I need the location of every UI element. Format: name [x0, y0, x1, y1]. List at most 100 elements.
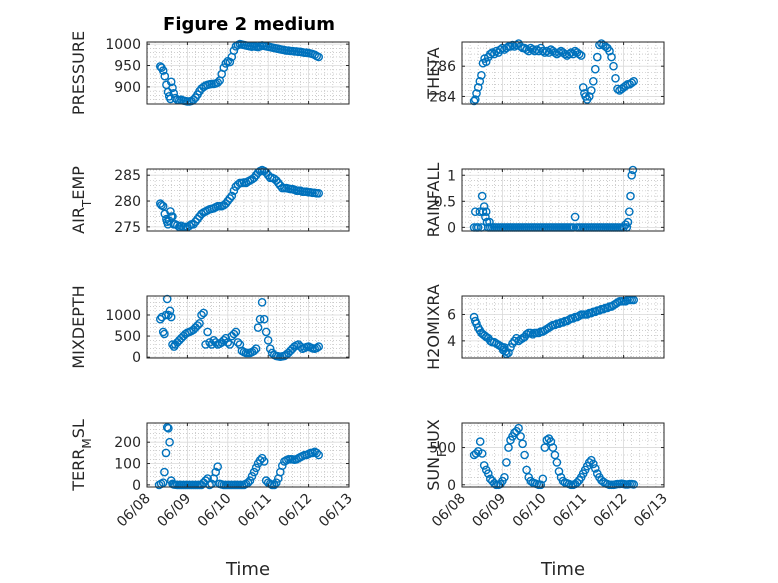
data-point	[219, 63, 229, 72]
data-point	[629, 480, 639, 489]
y-tick-label: 1000	[105, 37, 141, 53]
x-tick-label: 06/10	[195, 491, 235, 531]
data-point	[627, 170, 637, 180]
data-point	[574, 311, 584, 321]
axes-box	[461, 295, 665, 359]
y-tick-label: 500	[114, 329, 141, 345]
data-point	[472, 89, 481, 98]
data-point	[477, 449, 487, 458]
data-point	[540, 443, 550, 452]
y-axis-label: MIXDEPTH	[69, 285, 88, 368]
y-tick-label: 0	[132, 478, 141, 494]
data-point	[585, 458, 594, 467]
data-point	[528, 45, 538, 54]
x-axis-label: Time	[540, 559, 585, 580]
data-point	[259, 314, 269, 324]
x-tick-label: 06/08	[114, 491, 154, 531]
series-markers	[469, 39, 639, 106]
data-point	[532, 45, 542, 54]
data-point	[168, 340, 177, 349]
data-point	[481, 207, 491, 216]
data-point	[247, 471, 257, 481]
data-point	[629, 77, 639, 86]
x-tick-label: 06/12	[276, 491, 316, 531]
x-axis-label: Time	[225, 559, 270, 580]
data-point	[166, 77, 176, 87]
axes-box	[461, 41, 665, 105]
data-point	[314, 52, 324, 62]
data-point	[554, 467, 564, 476]
y-tick-label: 284	[429, 89, 456, 105]
data-point	[502, 458, 511, 467]
data-point	[162, 422, 172, 432]
data-point	[591, 464, 600, 473]
data-point	[628, 165, 638, 175]
data-point	[470, 95, 480, 104]
data-point	[469, 96, 479, 106]
y-tick-label: 950	[114, 59, 141, 75]
axes-box	[146, 41, 350, 105]
y-tick-label: 0	[447, 478, 456, 494]
data-point	[160, 329, 169, 339]
y-tick-label: 275	[114, 220, 141, 236]
data-point	[255, 314, 265, 324]
data-point	[626, 191, 635, 201]
data-point	[576, 51, 586, 60]
data-point	[233, 338, 243, 347]
y-tick-label: 1000	[105, 308, 141, 324]
data-point	[481, 57, 491, 67]
subplot-5: 0 500 1000 MIXDEPTH	[69, 285, 350, 369]
data-point	[277, 461, 287, 471]
data-point	[165, 306, 175, 316]
data-point	[471, 449, 481, 458]
series-markers	[155, 294, 324, 362]
subplot-7: 0 100 200 TERRMSL 06/08 06/09 06/10 06/11 06/12 0…	[69, 419, 356, 580]
x-tick-label: 06/11	[235, 491, 275, 531]
data-point	[477, 191, 487, 201]
data-point	[520, 450, 529, 460]
data-point	[225, 194, 235, 203]
data-point	[169, 89, 178, 98]
data-point	[257, 297, 267, 307]
data-point	[522, 329, 531, 339]
data-point	[552, 458, 562, 467]
data-point	[223, 338, 233, 347]
y-tick-label: 0	[447, 220, 456, 236]
data-point	[627, 78, 637, 88]
series-markers	[155, 39, 324, 106]
data-point	[587, 86, 596, 95]
data-point	[199, 308, 208, 318]
data-point	[229, 186, 239, 195]
data-point	[229, 329, 239, 339]
data-point	[168, 83, 177, 93]
y-axis-label: RAINFALL	[424, 163, 443, 238]
y-axis-label: AIRTEMP	[69, 166, 94, 234]
x-tick-label: 06/09	[154, 491, 194, 531]
y-axis-label: THETA	[424, 47, 443, 99]
axes-box	[146, 168, 350, 232]
data-point	[253, 323, 263, 332]
data-point	[166, 207, 175, 216]
data-point	[211, 467, 220, 477]
data-point	[164, 423, 173, 433]
data-point	[197, 310, 206, 320]
data-point	[550, 48, 560, 57]
x-tick-label: 06/10	[510, 491, 550, 531]
data-point	[593, 52, 602, 62]
data-point	[589, 77, 598, 86]
data-point	[538, 474, 548, 484]
data-point	[269, 480, 279, 490]
data-point	[245, 476, 255, 485]
axes-box	[461, 168, 665, 232]
y-tick-label: 0	[132, 350, 141, 366]
data-point	[261, 327, 271, 337]
figure-title: Figure 2 medium	[163, 14, 335, 35]
data-point	[263, 335, 273, 345]
data-point	[255, 455, 265, 465]
data-point	[542, 435, 552, 445]
data-point	[158, 66, 168, 75]
data-point	[506, 42, 515, 51]
data-point	[172, 220, 182, 230]
